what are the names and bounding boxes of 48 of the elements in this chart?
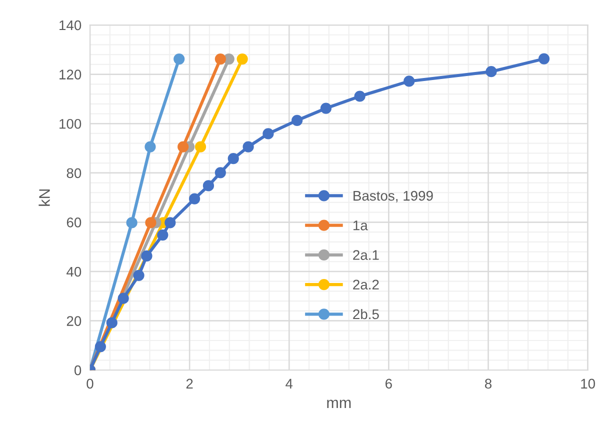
point [538, 53, 550, 64]
x-tick-label: 8 [484, 378, 492, 389]
point [94, 341, 106, 352]
point [242, 141, 254, 152]
x-tick-label: 2 [186, 378, 193, 388]
point [157, 229, 168, 241]
legend-label: 2a.1 [353, 250, 379, 260]
legend-label: 2a.2 [353, 280, 379, 290]
point [106, 317, 118, 328]
point [188, 193, 200, 204]
point [214, 167, 226, 178]
point [214, 53, 226, 65]
y-tick-label: 120 [60, 70, 82, 80]
y-tick-label: 20 [66, 316, 82, 326]
point [262, 128, 274, 140]
x-tick-label: 6 [386, 378, 392, 389]
point [144, 141, 156, 152]
point [126, 217, 138, 228]
point [118, 292, 129, 304]
x-tick-label: 0 [86, 378, 94, 389]
point [354, 90, 366, 102]
legend-label: 2b.5 [353, 308, 379, 320]
point [320, 102, 332, 114]
x-tick-label: 4 [286, 378, 293, 388]
point [194, 141, 206, 152]
legend-label: 1a [353, 220, 368, 230]
point [404, 76, 415, 87]
point [236, 53, 248, 65]
y-tick-label: 100 [60, 118, 82, 129]
point [164, 217, 176, 228]
point [178, 141, 189, 152]
point [141, 250, 152, 262]
point [486, 66, 497, 78]
point [292, 114, 303, 126]
y-axis-title: kN [38, 189, 50, 206]
point [133, 270, 144, 281]
x-tick-label: 10 [581, 378, 595, 389]
y-tick-label: 80 [66, 168, 82, 178]
y-tick-label: 140 [60, 20, 82, 30]
x-axis-title: mm [327, 400, 351, 408]
point [202, 180, 214, 192]
y-tick-label: 0 [74, 365, 82, 376]
point [174, 53, 185, 65]
legend-label: Bastos, 1999 [354, 190, 433, 202]
y-tick-label: 60 [66, 218, 82, 228]
y-tick-label: 40 [66, 266, 82, 277]
point [145, 217, 156, 228]
point [228, 153, 239, 164]
